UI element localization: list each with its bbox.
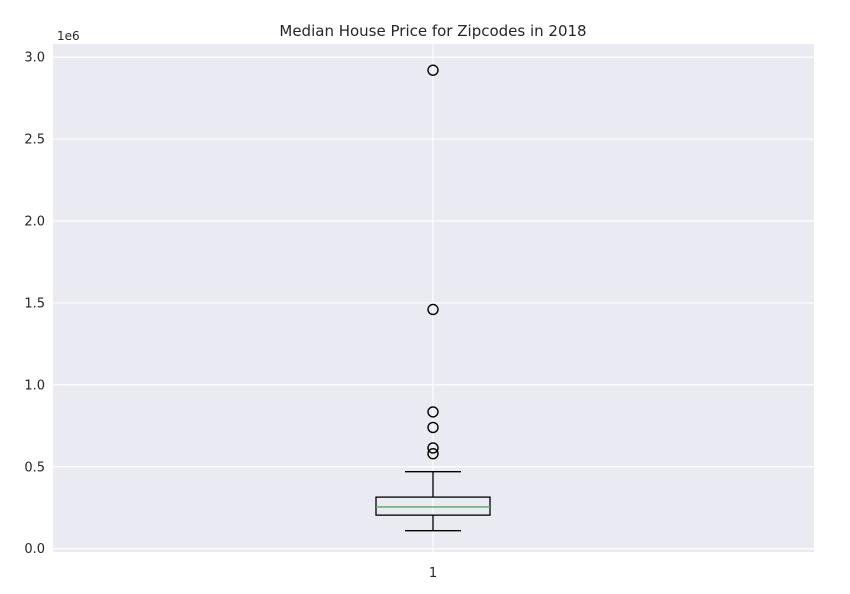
outlier-point (427, 64, 439, 76)
y-tick-label: 0.5 (24, 460, 45, 475)
y-tick-label: 1.5 (24, 296, 45, 311)
y-axis-ticks: 0.0 0.5 1.0 1.5 2.0 2.5 3.0 (24, 51, 45, 558)
outlier-point (427, 421, 439, 434)
outlier-points (427, 64, 439, 460)
x-axis-ticks: 1 (429, 566, 437, 581)
outlier-point (427, 406, 439, 418)
grid-lines (53, 44, 814, 552)
chart-title: Median House Price for Zipcodes in 2018 (279, 22, 586, 40)
y-tick-label: 0.0 (24, 542, 45, 557)
outlier-point (427, 442, 439, 454)
box (375, 471, 491, 532)
y-tick-label: 3.0 (24, 51, 45, 66)
y-scale-offset-label: 1e6 (57, 29, 80, 43)
outlier-point (427, 303, 439, 316)
outlier-point (427, 447, 439, 460)
x-tick-label: 1 (429, 566, 437, 581)
y-tick-label: 2.0 (24, 214, 45, 229)
iqr-box (375, 496, 491, 516)
y-tick-label: 2.5 (24, 133, 45, 148)
y-tick-label: 1.0 (24, 378, 45, 393)
